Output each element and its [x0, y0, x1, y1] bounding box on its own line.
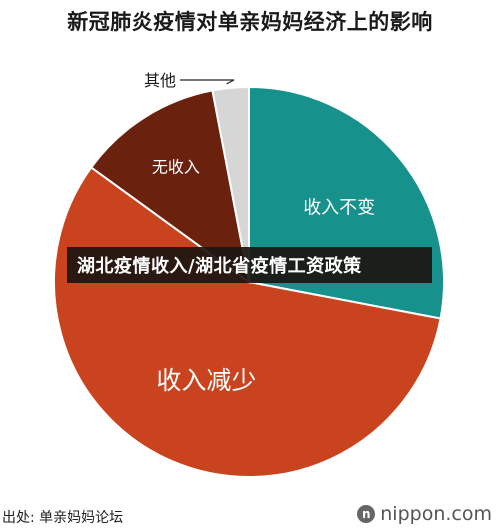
pie-label-1: 收入减少: [156, 366, 256, 395]
chart-title: 新冠肺炎疫情对单亲妈妈经济上的影响: [67, 10, 433, 34]
overlay-banner: 湖北疫情收入/湖北省疫情工资政策: [67, 247, 432, 283]
callout-line: [180, 79, 235, 85]
source-note: 出处: 单亲妈妈论坛: [2, 510, 124, 526]
pie-label-3: 其他: [144, 71, 176, 90]
pie-slice-2: [89, 89, 251, 285]
nippon-logo-icon: n: [357, 505, 376, 523]
pie-slice-3: [211, 85, 250, 283]
nippon-logo: n nippon.com: [357, 503, 492, 525]
nippon-logo-text: nippon.com: [380, 503, 492, 525]
pie-slice-1: [53, 165, 442, 478]
pie-label-0: 收入不变: [303, 198, 375, 219]
pie-label-2: 无收入: [152, 157, 200, 176]
